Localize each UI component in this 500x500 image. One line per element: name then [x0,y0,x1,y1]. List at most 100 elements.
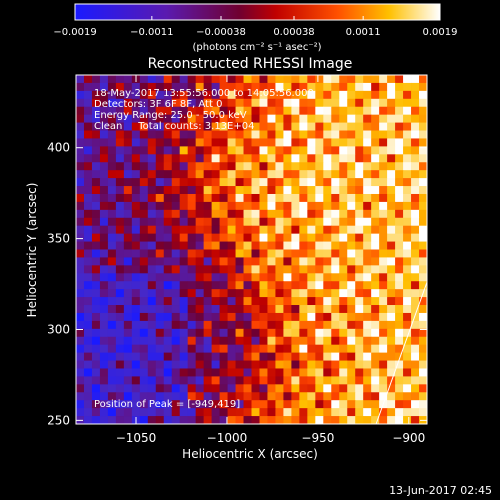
heatmap-cell [76,376,85,385]
heatmap-cell [107,186,117,195]
heatmap-cell [259,241,268,250]
heatmap-cell [331,122,340,131]
heatmap-cell [395,75,404,84]
heatmap-cell [195,305,205,314]
heatmap-cell [155,82,165,92]
heatmap-cell [155,376,165,385]
heatmap-cell [251,233,260,242]
heatmap-cell [107,122,117,131]
heatmap-cell [363,138,372,147]
heatmap-cell [267,312,276,322]
heatmap-cell [339,170,348,179]
heatmap-cell [139,344,149,354]
heatmap-cell [91,368,101,377]
heatmap-cell [267,352,276,361]
heatmap-cell [419,233,427,242]
heatmap-cell [171,289,181,298]
heatmap-cell [307,416,316,424]
heatmap-cell [219,328,228,338]
heatmap-cell [347,130,356,139]
heatmap-cell [307,225,316,235]
heatmap-cell [219,312,228,322]
heatmap-cell [315,90,324,100]
colorbar [74,3,441,21]
heatmap-cell [99,265,109,274]
heatmap-cell [275,162,284,171]
heatmap-cell [179,352,189,361]
heatmap-cell [251,193,260,203]
heatmap-cell [379,146,388,155]
heatmap-cell [379,90,388,100]
heatmap-cell [251,154,260,163]
heatmap-cell [155,305,165,314]
heatmap-cell [259,114,268,123]
x-tick-label: −950 [301,431,334,445]
heatmap-cell [299,106,308,116]
heatmap-cell [115,305,125,314]
heatmap-cell [339,328,348,338]
heatmap-cell [419,400,427,409]
heatmap-cell [371,106,380,116]
heatmap-cell [395,170,404,179]
heatmap-cell [243,305,252,314]
heatmap-cell [227,98,236,108]
heatmap-cell [155,257,165,266]
heatmap-cell [347,154,356,163]
heatmap-cell [419,312,427,322]
heatmap-cell [395,122,404,131]
heatmap-cell [275,90,284,100]
heatmap-cell [163,328,173,338]
heatmap-cell [403,186,412,195]
heatmap-cell [147,90,157,100]
heatmap-cell [259,408,268,417]
heatmap-cell [187,138,197,147]
heatmap-cell [403,257,412,266]
heatmap-cell [395,289,404,298]
heatmap-cell [155,217,165,227]
heatmap-cell [251,98,260,108]
heatmap-cell [315,320,324,330]
heatmap-cell [267,376,276,385]
heatmap-cell [147,400,157,409]
heatmap-cell [227,209,236,219]
heatmap-cell [323,90,332,100]
heatmap-cell [227,90,236,100]
heatmap-cell [347,344,356,354]
heatmap-cell [275,82,284,92]
heatmap-cell [323,225,332,235]
heatmap-cell [283,138,292,147]
heatmap-cell [195,170,205,179]
heatmap-cell [235,178,244,187]
heatmap-cell [251,281,260,290]
heatmap-cell [331,170,340,179]
heatmap-cell [355,122,364,131]
heatmap-cell [219,360,228,369]
heatmap-cell [219,122,228,131]
heatmap-cell [259,154,268,163]
heatmap-cell [387,352,396,361]
heatmap-cell [147,82,157,92]
heatmap-cell [139,281,149,290]
heatmap-cell [211,312,220,322]
heatmap-cell [299,193,308,203]
heatmap-cell [411,265,420,274]
heatmap-cell [315,297,324,306]
heatmap-cell [283,408,292,417]
heatmap-cell [339,82,348,92]
heatmap-cell [403,170,412,179]
heatmap-cell [219,130,228,139]
heatmap-cell [195,98,205,108]
heatmap-cell [339,273,348,282]
heatmap-cell [363,146,372,155]
heatmap-cell [139,154,149,163]
heatmap-cell [395,320,404,330]
heatmap-cell [91,186,101,195]
heatmap-cell [171,360,181,369]
heatmap-cell [291,408,300,417]
heatmap-cell [347,162,356,171]
heatmap-cell [411,297,420,306]
heatmap-cell [147,98,157,108]
heatmap-cell [139,241,149,250]
heatmap-cell [339,122,348,131]
